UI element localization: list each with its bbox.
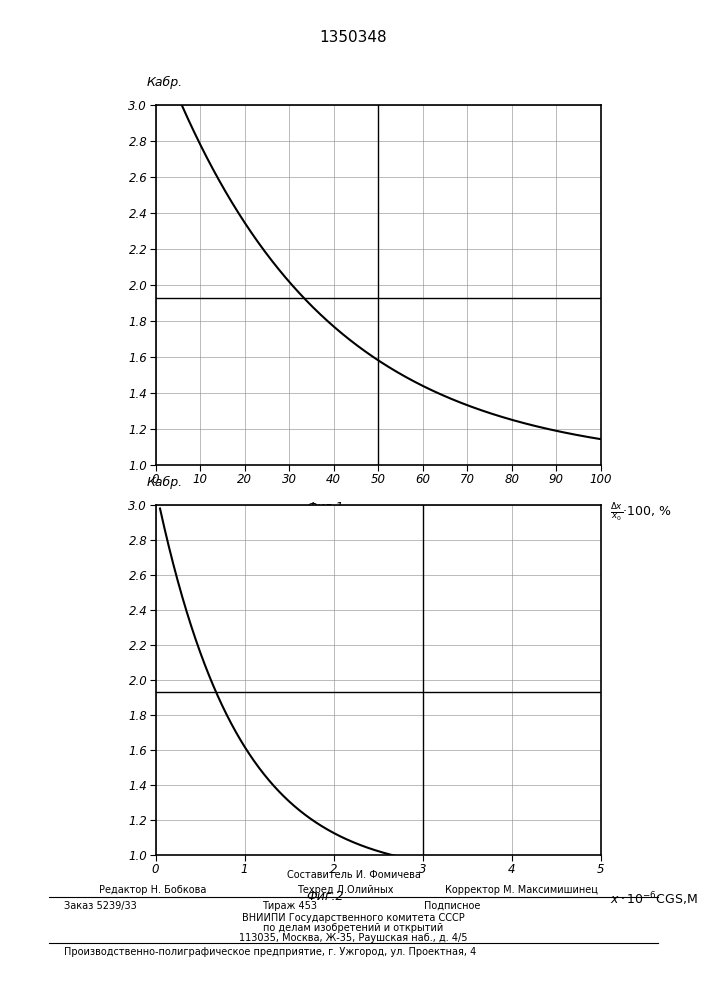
Text: Кабр.: Кабр.	[146, 76, 182, 89]
Text: по делам изобретений и открытий: по делам изобретений и открытий	[264, 923, 443, 933]
Text: $x\cdot10^{-6}$CGS,М: $x\cdot10^{-6}$CGS,М	[610, 890, 698, 908]
Text: Фиг.1: Фиг.1	[306, 501, 344, 514]
Text: Подписное: Подписное	[424, 901, 481, 911]
Text: $\frac{\Delta x}{x_0}$·100, %: $\frac{\Delta x}{x_0}$·100, %	[610, 501, 672, 523]
Text: Кабр.: Кабр.	[146, 476, 182, 489]
Text: Тираж 453: Тираж 453	[262, 901, 317, 911]
Text: Техред Л.Олийных: Техред Л.Олийных	[297, 885, 393, 895]
Text: Составитель И. Фомичева: Составитель И. Фомичева	[286, 870, 421, 880]
Text: ВНИИПИ Государственного комитета СССР: ВНИИПИ Государственного комитета СССР	[242, 913, 465, 923]
Text: Заказ 5239/33: Заказ 5239/33	[64, 901, 136, 911]
Text: 1350348: 1350348	[320, 30, 387, 45]
Text: Производственно-полиграфическое предприятие, г. Ужгород, ул. Проектная, 4: Производственно-полиграфическое предприя…	[64, 947, 476, 957]
Text: 113035, Москва, Ж-35, Раушская наб., д. 4/5: 113035, Москва, Ж-35, Раушская наб., д. …	[239, 933, 468, 943]
Text: Фиг.2: Фиг.2	[306, 890, 344, 903]
Text: Редактор Н. Бобкова: Редактор Н. Бобкова	[99, 885, 206, 895]
Text: Корректор М. Максимишинец: Корректор М. Максимишинец	[445, 885, 598, 895]
